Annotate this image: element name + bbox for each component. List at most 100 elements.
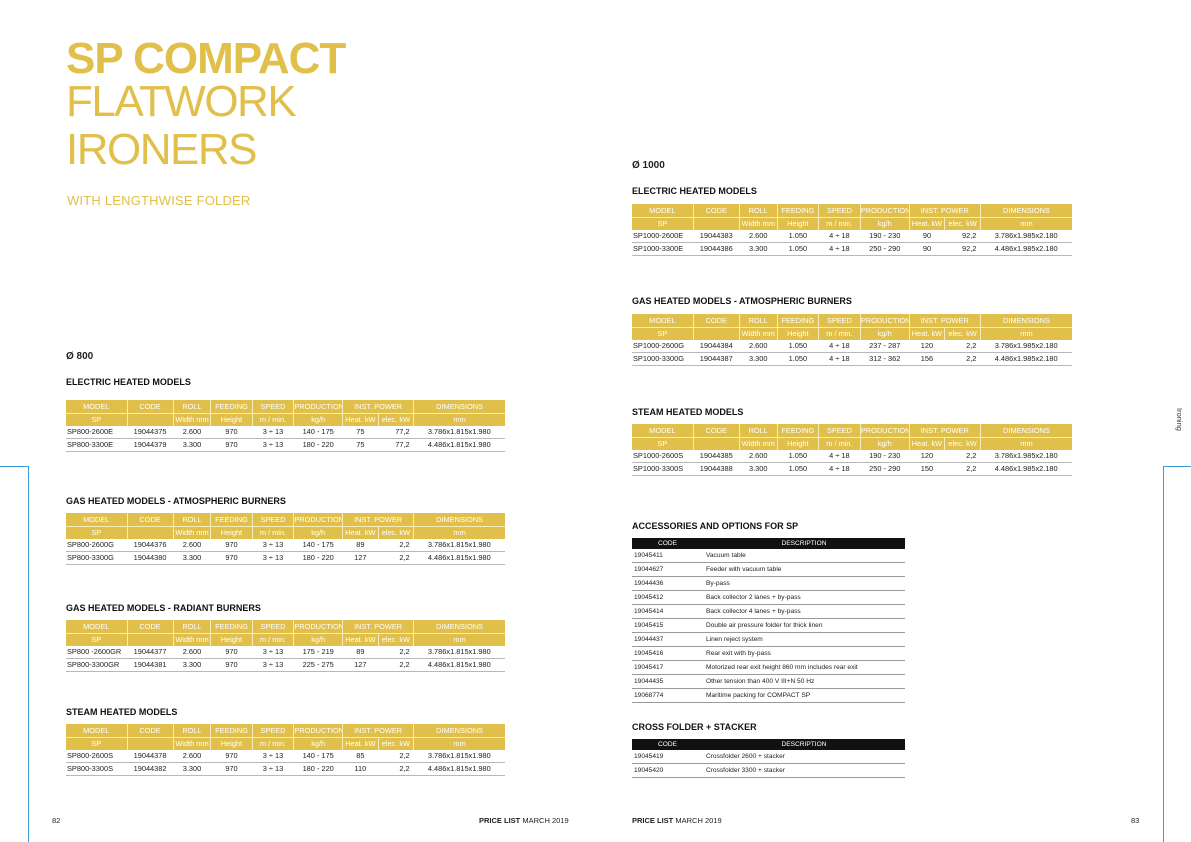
table-cell: 190 - 230 (860, 230, 910, 243)
column-subheader: mm (413, 526, 505, 539)
column-subheader: Heat. kW (342, 413, 379, 426)
accessory-code: 19044436 (632, 576, 703, 591)
table-cell: 2,2 (944, 462, 981, 476)
column-header: MODEL (66, 513, 128, 527)
column-header: DESCRIPTION (702, 739, 905, 750)
table-cell: 4.486x1.985x2.180 (980, 352, 1072, 366)
column-subheader: kg/h (293, 633, 344, 646)
column-subheader: mm (980, 327, 1072, 340)
table-cell: 2,2 (378, 762, 414, 776)
table-cell: 3 ÷ 13 (252, 426, 294, 439)
table-row: 19045414 Back collector 4 lanes + by-pass (632, 604, 905, 619)
section-title: ELECTRIC HEATED MODELS (66, 377, 191, 387)
column-header: ROLL (173, 724, 212, 738)
column-subheader: mm (413, 633, 505, 646)
table-cell: 92,2 (944, 242, 981, 256)
column-header: INST. POWER (342, 620, 415, 634)
section-title: CROSS FOLDER + STACKER (632, 722, 757, 732)
table-cell: 127 (342, 658, 379, 672)
column-header: CODE (693, 314, 740, 328)
table-row: 19045412 Back collector 2 lanes + by-pass (632, 590, 905, 605)
accessory-description: Rear exit with by-pass (702, 646, 905, 661)
column-header: ROLL (739, 314, 778, 328)
column-subheader: m / min. (252, 737, 295, 750)
table-cell: 19044387 (693, 352, 740, 366)
column-header: MODEL (66, 400, 128, 414)
column-subheader: kg/h (293, 413, 344, 426)
column-subheader: Heat. kW (909, 217, 946, 230)
section-title: STEAM HEATED MODELS (66, 707, 178, 717)
table-cell: 4.486x1.985x2.180 (980, 462, 1072, 476)
column-header: PRODUCTION (293, 400, 344, 414)
table-cell: SP800-3300S (66, 762, 128, 776)
price-table: MODEL CODE ROLL FEEDING SPEED PRODUCTION INST.… (66, 513, 505, 565)
table-cell: SP1000-3300S (632, 462, 694, 476)
table-cell: 77,2 (378, 438, 414, 452)
accessory-description: Back collector 4 lanes + by-pass (702, 604, 905, 619)
column-header: FEEDING (777, 424, 820, 438)
table-cell: 4.486x1.815x1.980 (413, 658, 505, 672)
price-table: MODEL CODE ROLL FEEDING SPEED PRODUCTION INST.… (632, 314, 1072, 366)
thumb-tab-right-edge (1163, 466, 1164, 842)
column-subheader: SP (66, 413, 128, 426)
column-subheader: Width mm (739, 217, 778, 230)
accessory-description: Maritime packing for COMPACT SP (702, 688, 905, 703)
column-header: MODEL (66, 724, 128, 738)
column-subheader: Height (210, 737, 253, 750)
table-cell: 2.600 (173, 426, 211, 439)
column-header: SPEED (818, 314, 861, 328)
table-cell: 120 (909, 340, 945, 353)
column-header: MODEL (632, 314, 694, 328)
price-table: MODEL CODE ROLL FEEDING SPEED PRODUCTION INST.… (66, 724, 505, 776)
accessories-table: CODE DESCRIPTION 19045411 Vacuum table 19044… (632, 538, 905, 703)
table-cell: SP1000-2600S (632, 450, 694, 463)
column-subheader: Width mm (739, 327, 778, 340)
column-subheader: Width mm (173, 413, 212, 426)
table-row: 19045419 Crossfolder 2600 + stacker (632, 750, 905, 764)
column-subheader-empty (127, 526, 174, 539)
table-row: SP800 -2600GR 19044377 2.600 970 3 ÷ 13 175 -… (66, 646, 505, 659)
accessory-code: 19045414 (632, 604, 703, 619)
table-cell: 970 (210, 539, 253, 552)
table-cell: 4.486x1.985x2.180 (980, 242, 1072, 256)
table-row: 19045415 Double air pressure folder for t… (632, 618, 905, 633)
table-cell: 1.050 (777, 450, 819, 463)
table-cell: 2.600 (173, 646, 211, 659)
column-header: SPEED (252, 513, 295, 527)
table-row: 19044627 Feeder with vacuum table (632, 562, 905, 577)
column-header: PRODUCTION (293, 724, 344, 738)
table-cell: 3.786x1.985x2.180 (980, 230, 1072, 243)
column-header: INST. POWER (909, 314, 981, 328)
column-subheader: m / min. (252, 413, 295, 426)
column-header: DESCRIPTION (702, 538, 905, 549)
thumb-tab-right (1163, 466, 1191, 467)
price-table: MODEL CODE ROLL FEEDING SPEED PRODUCTION INST.… (632, 424, 1072, 476)
accessory-code: 19045416 (632, 646, 703, 661)
table-cell: 3.300 (739, 242, 778, 256)
table-cell: 19044381 (127, 658, 174, 672)
column-subheader: kg/h (860, 327, 910, 340)
table-cell: 2,2 (378, 539, 414, 552)
table-cell: 19044376 (127, 539, 174, 552)
diameter-1000-label: Ø 1000 (632, 160, 665, 171)
column-header: MODEL (632, 204, 694, 218)
table-row: SP800-3300G 19044380 3.300 970 3 ÷ 13 180 - 2… (66, 551, 505, 565)
table-cell: 1.050 (777, 352, 819, 366)
table-cell: 3 ÷ 13 (252, 438, 294, 452)
table-cell: 2,2 (378, 551, 414, 565)
column-header: DIMENSIONS (413, 724, 505, 738)
table-cell: 2.600 (739, 450, 778, 463)
section-title: GAS HEATED MODELS - ATMOSPHERIC BURNERS (66, 496, 286, 506)
column-subheader: SP (632, 327, 694, 340)
table-cell: SP800 -2600GR (66, 646, 128, 659)
table-cell: 970 (210, 551, 253, 565)
column-header: FEEDING (777, 204, 820, 218)
table-cell: 2,2 (944, 450, 981, 463)
table-row: SP800-2600G 19044376 2.600 970 3 ÷ 13 140 - 1… (66, 539, 505, 552)
column-subheader-empty (127, 633, 174, 646)
column-header: SPEED (252, 724, 295, 738)
table-row: 19068774 Maritime packing for COMPACT SP (632, 688, 905, 703)
column-header: INST. POWER (342, 400, 415, 414)
accessory-code: 19044437 (632, 632, 703, 647)
table-cell: SP800-2600S (66, 750, 128, 763)
